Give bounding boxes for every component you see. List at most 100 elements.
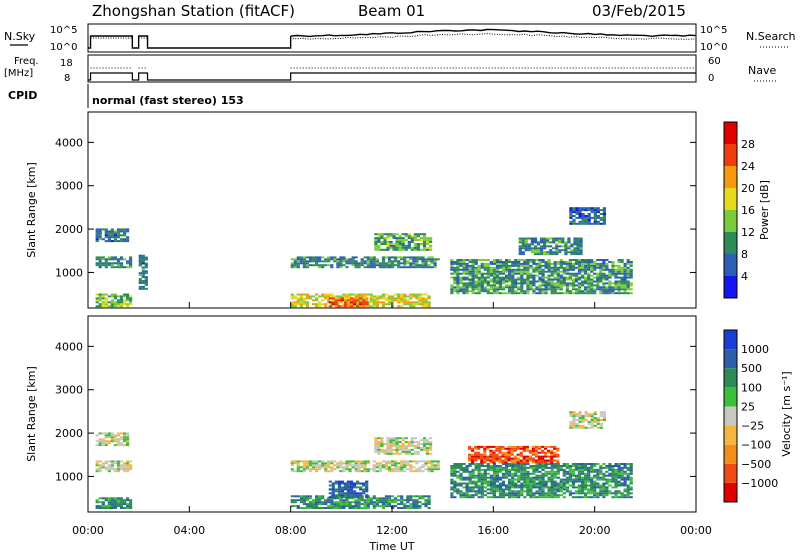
power-heat-cell-872 [450,292,454,295]
vel-heat-cell-1986 [596,419,600,421]
vel-heat-cell-1492 [581,465,585,467]
vel-heat-cell-742 [374,443,378,446]
power-heat-cell-1961 [596,207,600,210]
power-heat-cell-1574 [593,262,597,265]
power-heat-cell-1883 [579,247,583,250]
vel-heat-cell-657 [331,484,335,487]
power-heat-cell-1412 [559,266,563,269]
power-heat-cell-1034 [480,262,484,265]
vel-heat-cell-851 [422,443,427,446]
vel-heat-cell-1125 [505,470,509,473]
vel-heat-cell-1621 [611,478,615,481]
power-heat-cell-1216 [520,288,524,291]
vel-heat-cell-374 [424,468,428,471]
power-heat-cell-1405 [559,284,563,287]
power-colorbar-swatch-0 [724,276,737,298]
power-heat-cell-1572 [593,266,597,269]
power-heat-cell-441 [433,264,437,267]
power-heat-cell-1523 [584,272,588,275]
vel-heat-cell-189 [299,466,303,469]
power-heat-cell-1478 [574,276,579,279]
vel-heat-cell-1571 [599,486,603,489]
power-heat-cell-1406 [559,282,563,285]
power-heat-cell-1706 [623,280,627,283]
vel-heat-cell-224 [321,462,325,465]
vel-heat-cell-1239 [529,494,533,497]
power-heat-cell-564 [357,293,361,296]
vel-heat-cell-871 [450,492,454,495]
vel-heat-cell-702 [349,486,354,489]
vel-heat-cell-1251 [529,465,533,467]
power-heat-cell-1619 [602,259,606,261]
power-heat-cell-1965 [599,213,603,215]
vel-heat-cell-1471 [577,474,582,477]
power-heat-cell-1057 [486,272,490,275]
vel-heat-cell-451 [321,507,325,509]
vel-heat-cell-34 [116,444,121,447]
vel-heat-cell-1888 [541,449,545,452]
vel-heat-cell-1976 [590,413,594,416]
power-heat-cell-1443 [565,261,569,263]
vel-heat-cell-648 [328,488,332,491]
power-heat-cell-767 [386,248,390,251]
power-heat-cell-1287 [532,259,536,261]
power-heat-cell-286 [336,266,340,269]
vel-heat-cell-1933 [572,420,576,423]
power-heat-cell-168 [126,305,130,308]
power-heat-cell-1534 [587,286,591,289]
power-heat-cell-1970 [602,216,606,219]
vel-heat-cell-1128 [505,465,509,467]
vel-heat-cell-92 [116,464,121,467]
power-heat-cell-1617 [602,262,606,265]
vel-heat-cell-647 [328,492,332,495]
vel-heat-cell-364 [415,462,419,465]
vel-heat-cell-1666 [620,474,624,477]
power-heat-cell-334 [366,256,370,259]
power-heat-cell-1938 [587,213,591,215]
vel-heat-cell-979 [474,482,478,485]
vel-heat-cell-242 [333,464,337,467]
vel-heat-cell-1061 [492,488,496,491]
power-heat-cell-1194 [514,270,518,273]
vel-heat-cell-1939 [575,426,579,429]
vel-heat-cell-1127 [505,466,509,469]
vel-heat-cell-422 [305,505,310,508]
power-heat-cell-1001 [474,270,478,273]
power-heat-cell-1318 [541,284,545,287]
power-heat-cell-907 [456,274,460,277]
power-heat-cell-598 [375,297,379,300]
power-heat-cell-134 [104,299,108,302]
vel-heat-cell-1969 [590,426,594,429]
vel-heat-cell-1654 [617,470,621,473]
power-heat-cell-682 [424,293,428,296]
vel-heat-cell-582 [391,501,395,504]
vel-heat-cell-1996 [602,417,606,419]
power-heat-cell-406 [412,260,416,263]
vel-heat-cell-925 [462,486,466,489]
vel-heat-cell-1467 [577,484,582,487]
power-heat-cell-1278 [532,280,536,283]
vel-heat-cell-517 [354,499,358,502]
power-heat-cell-189 [138,258,142,261]
vel-heat-cell-1211 [523,484,527,487]
vel-heat-cell-32 [113,436,117,439]
power-heat-cell-1030 [480,274,484,277]
vel-heat-cell-690 [346,492,351,495]
vel-heat-cell-440 [315,503,319,506]
power-heat-cell-1799 [539,237,544,240]
vel-heat-cell-720 [359,494,363,497]
power-heat-cell-1800 [543,253,547,256]
vel-heat-cell-226 [324,470,328,473]
vel-heat-cell-1953 [581,426,585,429]
vel-heat-cell-332 [394,464,398,467]
power-heat-cell-1813 [546,237,550,240]
vel-heat-cell-714 [356,494,360,497]
power-heat-cell-855 [422,241,427,243]
vel-heat-cell-571 [384,499,389,502]
power-heat-cell-1288 [535,292,539,295]
power-heat-cell-354 [381,266,386,269]
power-heat-cell-749 [377,244,381,247]
vel-heat-cell-1355 [550,465,554,467]
power-heat-cell-250 [308,264,313,267]
power-heat-cell-254 [311,264,316,267]
